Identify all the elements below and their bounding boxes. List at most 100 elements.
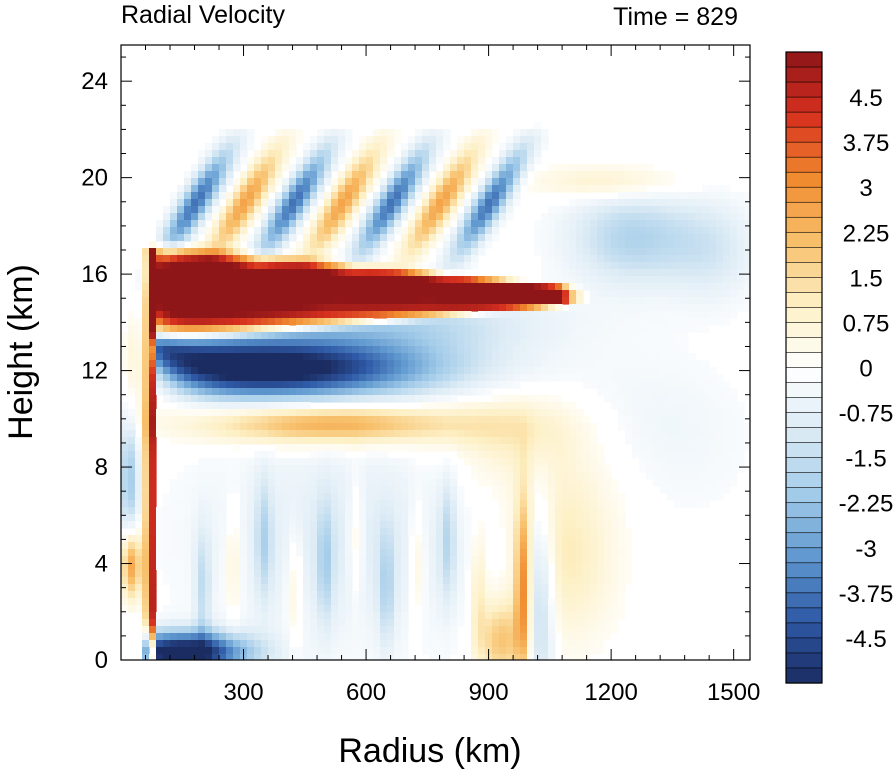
field-cell [226,241,234,249]
field-cell [205,346,213,354]
field-cell [366,143,374,151]
field-cell [128,549,136,557]
field-cell [625,255,633,263]
field-cell [695,318,703,326]
field-cell [268,388,276,396]
field-cell [282,192,290,200]
field-cell [632,437,640,445]
field-cell [212,416,220,424]
field-cell [156,339,164,347]
field-cell [639,409,647,417]
field-cell [135,283,143,291]
field-cell [632,444,640,452]
field-cell [310,451,318,459]
field-cell [205,171,213,179]
field-cell [513,521,521,529]
field-cell [275,591,283,599]
field-cell [534,297,542,305]
field-cell [352,290,360,298]
field-cell [583,262,591,270]
field-cell [457,234,465,242]
field-cell [219,283,227,291]
field-cell [149,570,157,578]
field-cell [352,255,360,263]
field-cell [639,311,647,319]
field-cell [485,150,493,158]
field-cell [618,500,626,508]
field-cell [408,479,416,487]
field-cell [548,465,556,473]
field-cell [401,493,409,501]
field-cell [226,150,234,158]
field-cell [450,304,458,312]
field-cell [457,353,465,361]
field-cell [317,297,325,305]
field-cell [653,262,661,270]
field-cell [457,556,465,564]
field-cell [219,388,227,396]
field-cell [380,374,388,382]
field-cell [443,325,451,333]
field-cell [492,381,500,389]
field-cell [338,542,346,550]
field-cell [296,171,304,179]
field-cell [674,500,682,508]
field-cell [534,150,542,158]
field-cell [170,248,178,256]
field-cell [240,178,248,186]
field-cell [660,409,668,417]
field-cell [709,451,717,459]
field-cell [142,332,150,340]
field-cell [303,157,311,165]
field-cell [366,556,374,564]
field-cell [527,423,535,431]
field-cell [226,486,234,494]
field-cell [142,528,150,536]
field-cell [597,367,605,375]
field-cell [345,255,353,263]
field-cell [625,353,633,361]
field-cell [450,416,458,424]
field-cell [492,472,500,480]
field-cell [625,185,633,193]
field-cell [723,472,731,480]
field-cell [492,346,500,354]
field-cell [457,437,465,445]
field-cell [485,598,493,606]
field-cell [422,213,430,221]
field-cell [282,409,290,417]
field-cell [702,472,710,480]
field-cell [562,556,570,564]
field-cell [527,451,535,459]
field-cell [450,437,458,445]
field-cell [527,605,535,613]
field-cell [380,346,388,354]
field-cell [415,332,423,340]
field-cell [674,416,682,424]
field-cell [121,549,129,557]
field-cell [744,269,750,277]
field-cell [681,402,689,410]
field-cell [450,360,458,368]
field-cell [394,248,402,256]
field-cell [303,164,311,172]
field-cell [471,591,479,599]
field-cell [443,178,451,186]
field-cell [128,388,136,396]
field-cell [415,409,423,417]
field-cell [632,297,640,305]
field-cell [674,213,682,221]
field-cell [198,164,206,172]
field-cell [233,346,241,354]
field-cell [247,171,255,179]
field-cell [625,318,633,326]
field-cell [695,269,703,277]
field-cell [667,248,675,256]
field-cell [674,353,682,361]
field-cell [681,500,689,508]
field-cell [261,346,269,354]
field-cell [289,395,297,403]
field-cell [548,507,556,515]
field-cell [569,346,577,354]
field-cell [282,374,290,382]
